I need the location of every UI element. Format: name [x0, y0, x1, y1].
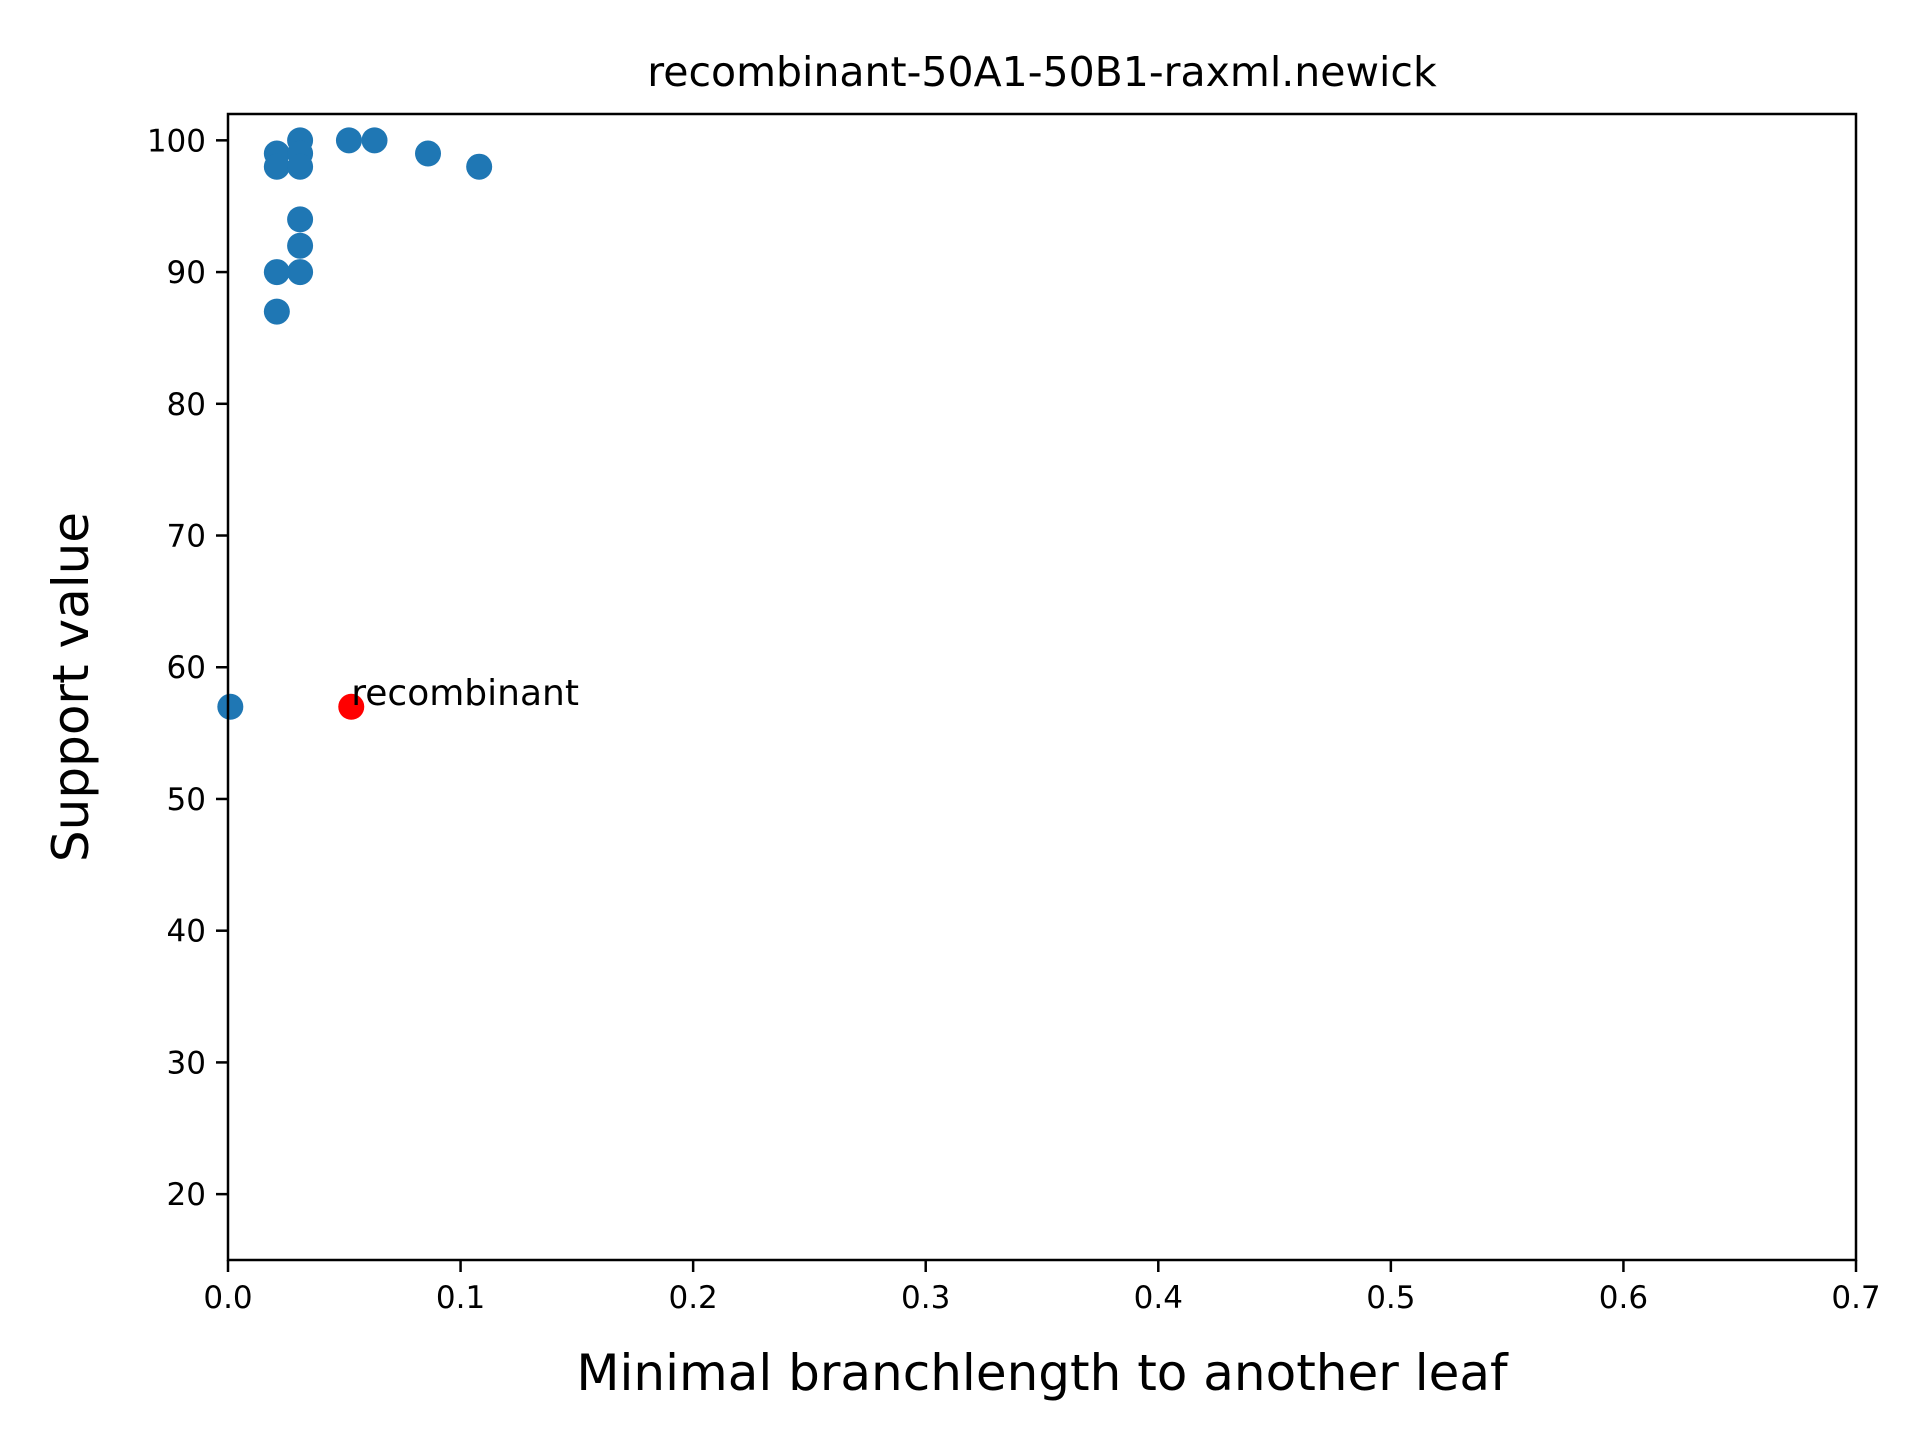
y-tick-label: 100 [147, 123, 206, 159]
y-tick-label: 50 [167, 782, 206, 818]
data-point [361, 127, 388, 154]
plot-frame [226, 112, 1858, 1262]
annotation-label: recombinant [351, 673, 579, 714]
y-axis-ticks: 20 30 40 50 60 70 80 90 100 [147, 123, 228, 1213]
y-tick-label: 40 [167, 914, 206, 950]
points-layer [217, 127, 493, 720]
x-tick-label: 0.0 [203, 1280, 252, 1316]
data-point [287, 206, 314, 233]
y-tick-label: 60 [167, 650, 206, 686]
y-tick-label: 90 [167, 255, 206, 291]
data-point [466, 153, 493, 180]
x-tick-label: 0.7 [1831, 1280, 1880, 1316]
data-point [287, 153, 314, 180]
data-point [335, 127, 362, 154]
x-tick-label: 0.4 [1134, 1280, 1183, 1316]
x-axis-label: Minimal branchlength to another leaf [576, 1344, 1509, 1402]
data-point [263, 298, 290, 325]
x-tick-label: 0.5 [1366, 1280, 1415, 1316]
annotation-layer: recombinant [351, 673, 579, 714]
x-axis-ticks: 0.0 0.1 0.2 0.3 0.4 0.5 0.6 0.7 [203, 1260, 1881, 1316]
data-point [415, 140, 442, 167]
data-point [287, 259, 314, 286]
data-point [338, 693, 365, 720]
x-tick-label: 0.6 [1599, 1280, 1648, 1316]
y-axis-label: Support value [42, 512, 100, 862]
data-point [287, 232, 314, 259]
y-tick-label: 20 [167, 1177, 206, 1213]
data-point [263, 259, 290, 286]
data-point [263, 153, 290, 180]
x-tick-label: 0.3 [901, 1280, 950, 1316]
y-tick-label: 80 [167, 387, 206, 423]
data-point [217, 693, 244, 720]
y-tick-label: 30 [167, 1045, 206, 1081]
chart-title: recombinant-50A1-50B1-raxml.newick [647, 48, 1437, 96]
x-tick-label: 0.2 [668, 1280, 717, 1316]
x-tick-label: 0.1 [436, 1280, 485, 1316]
y-tick-label: 70 [167, 519, 206, 555]
